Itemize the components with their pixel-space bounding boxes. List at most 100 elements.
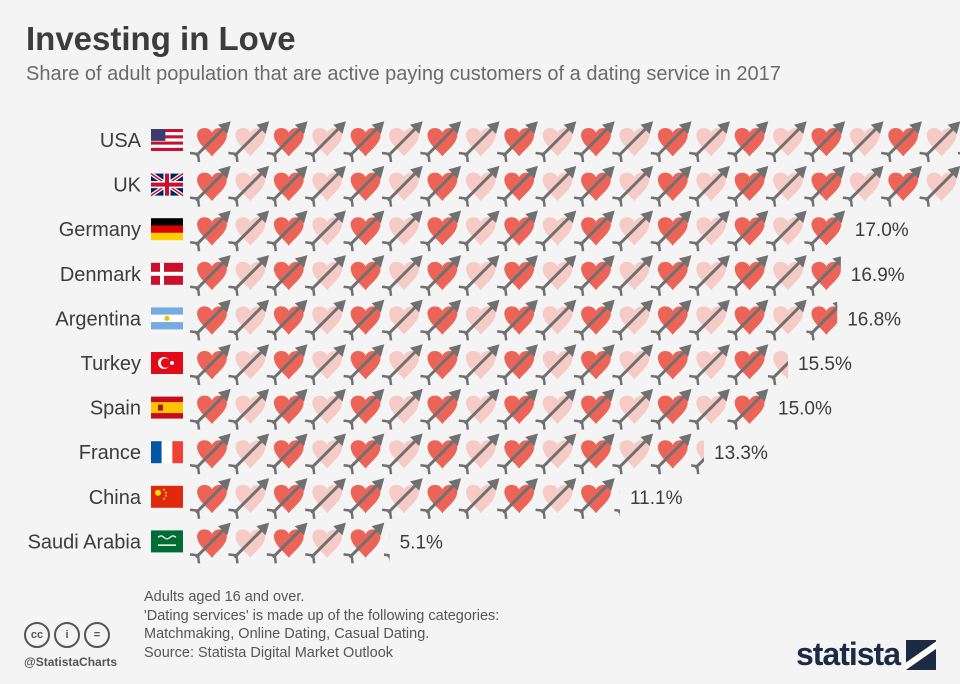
heart-arrow-icon [687,388,731,432]
footnote-definition: 'Dating services' is made up of the foll… [144,607,500,624]
heart-arrow-icon [457,165,501,209]
nd-icon[interactable]: = [84,622,110,648]
heart-arrow-icon [226,298,270,342]
heart-arrow-icon [418,165,462,209]
category-label: Turkey [81,353,141,375]
value-label: 5.1% [400,532,443,553]
heart-arrow-icon [802,120,846,164]
heart-arrow-icon [649,254,693,298]
heart-arrow-icon [457,388,501,432]
flag-icon [151,441,183,464]
value-label: 16.8% [847,309,901,330]
heart-arrow-icon [764,298,808,342]
heart-arrow-icon [495,165,539,209]
category-label: USA [100,130,142,152]
footnote-source: Source: Statista Digital Market Outlook [144,644,394,661]
heart-arrow-icon [342,120,386,164]
heart-arrow-icon [265,209,309,253]
heart-arrow-icon [265,343,309,387]
heart-arrow-icon [534,165,578,209]
chart-row: Argentina 16.8% [55,298,901,342]
heart-arrow-icon [188,343,232,387]
heart-arrow-icon [418,209,462,253]
heart-arrow-icon [534,209,578,253]
value-label: 17.0% [855,220,909,241]
category-label: Argentina [55,308,141,330]
heart-arrow-icon [572,477,616,521]
heart-arrow-icon [303,477,347,521]
chart-row: Spain 15.0% [90,388,832,432]
heart-arrow-icon [303,165,347,209]
heart-arrow-icon [918,120,960,164]
heart-arrow-icon [841,165,885,209]
chart-row: USA26.4% [100,120,960,164]
heart-arrow-icon [342,165,386,209]
heart-arrow-icon [418,120,462,164]
heart-arrow-icon [572,298,616,342]
chart-subtitle: Share of adult population that are activ… [26,63,781,85]
heart-arrow-icon [188,388,232,432]
heart-arrow-icon [342,432,386,476]
heart-arrow-icon [649,432,693,476]
heart-arrow-icon [726,388,770,432]
heart-arrow-icon [764,254,808,298]
flag-icon [151,307,183,330]
heart-arrow-icon [572,388,616,432]
heart-arrow-icon [188,477,232,521]
heart-arrow-icon [726,165,770,209]
chart-row: Denmark 16.9% [60,254,905,298]
heart-arrow-icon [188,120,232,164]
heart-arrow-icon [380,254,424,298]
heart-arrow-icon [534,477,578,521]
by-icon[interactable]: i [54,622,80,648]
value-label: 15.0% [778,399,832,420]
flag-icon [151,262,183,285]
heart-arrow-icon [649,165,693,209]
heart-arrow-icon [342,521,386,565]
heart-arrow-icon [265,477,309,521]
category-label: UK [113,175,141,197]
heart-arrow-icon [610,120,654,164]
heart-arrow-icon [649,298,693,342]
license-icons: cc i = [24,622,110,648]
chart-row: France 13.3% [79,432,768,476]
heart-arrow-icon [726,343,770,387]
heart-arrow-icon [495,343,539,387]
heart-arrow-icon [226,343,270,387]
heart-arrow-icon [806,254,841,298]
heart-arrow-icon [303,254,347,298]
heart-arrow-icon [649,120,693,164]
heart-arrow-icon [764,120,808,164]
heart-arrow-icon [610,254,654,298]
twitter-handle[interactable]: @StatistaCharts [24,655,118,669]
heart-arrow-icon [764,209,808,253]
heart-arrow-icon [610,432,654,476]
heart-arrow-icon [226,254,270,298]
category-label: Saudi Arabia [28,531,142,553]
heart-arrow-icon [303,432,347,476]
pictogram-chart: USA26.4%UK20.8% Germany 17.0% Denmark 16.9% A… [28,120,960,565]
statista-logo[interactable]: statista [796,636,936,673]
heart-arrow-icon [649,343,693,387]
category-label: Denmark [60,264,142,286]
heart-arrow-icon [495,477,539,521]
heart-arrow-icon [534,298,578,342]
heart-arrow-icon [226,388,270,432]
chart-row: Turkey 15.5% [81,343,852,387]
heart-arrow-icon [534,388,578,432]
heart-arrow-icon [226,209,270,253]
category-label: France [79,442,141,464]
heart-arrow-icon [418,298,462,342]
heart-arrow-icon [226,477,270,521]
value-label: 11.1% [630,488,683,509]
heart-arrow-icon [226,432,270,476]
cc-icon[interactable]: cc [24,622,50,648]
flag-icon [151,129,183,151]
flag-icon [151,485,183,508]
heart-arrow-icon [572,165,616,209]
brand-mark-icon [906,639,936,670]
heart-arrow-icon [726,298,770,342]
heart-arrow-icon [380,165,424,209]
footnote-categories: Matchmaking, Online Dating, Casual Datin… [144,626,430,642]
heart-arrow-icon [457,209,501,253]
